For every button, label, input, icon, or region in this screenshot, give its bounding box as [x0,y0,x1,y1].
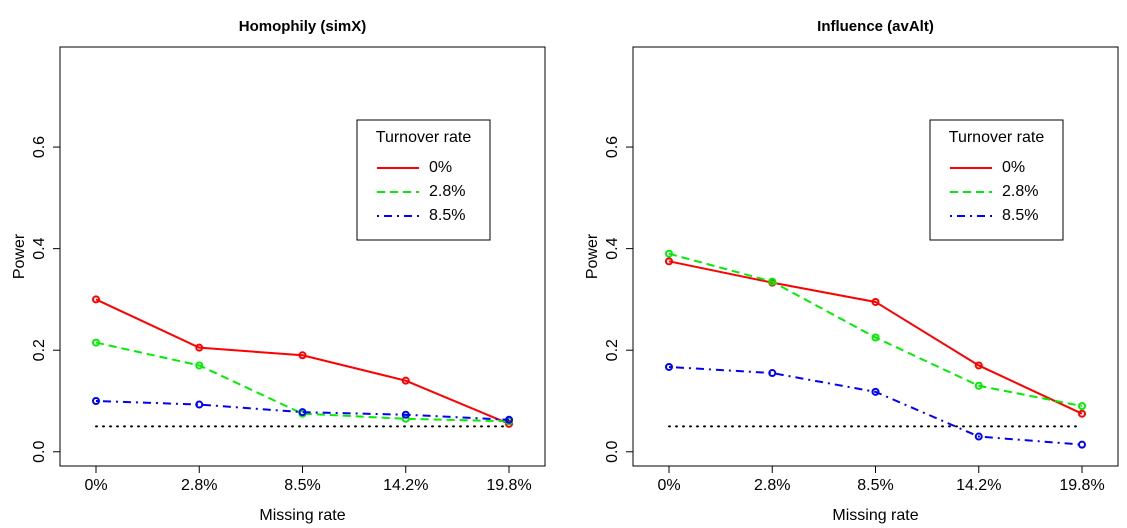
data-point [195,343,204,352]
series-line [668,365,1083,446]
x-tick-label: 0% [657,477,680,494]
y-tick-label: 0.0 [31,441,48,463]
plot-frame [59,46,546,467]
data-point [665,362,673,371]
data-point [768,369,777,378]
data-point [974,361,983,370]
series-line [95,298,510,425]
series-line [95,399,510,421]
legend-label: 2.8% [429,183,465,200]
data-point [195,361,204,370]
x-tick-label: 19.8% [486,477,531,494]
x-tick-label: 14.2% [383,477,428,494]
legend-title: Turnover rate [949,129,1045,146]
x-tick-label: 14.2% [956,477,1001,494]
legend-label: 8.5% [429,207,465,224]
data-point [92,338,100,347]
data-point [92,396,100,405]
x-tick-label: 0% [84,477,107,494]
x-axis-label: Missing rate [259,507,345,524]
data-point [1078,440,1086,449]
series-line [95,341,510,423]
x-tick-label: 8.5% [284,477,320,494]
y-tick-label: 0.4 [604,237,621,259]
y-tick-label: 0.2 [604,339,621,361]
data-point [768,277,777,286]
y-tick-label: 0.6 [31,136,48,158]
data-point [871,387,880,396]
legend-box [929,119,1064,241]
data-point [298,351,307,360]
y-tick-label: 0.0 [604,441,621,463]
data-point [871,297,880,306]
y-axis-label: Power [11,233,28,279]
data-point [505,415,513,424]
data-point [298,408,307,417]
data-point [1078,409,1086,418]
chart-title: Influence (avAlt) [817,18,934,35]
y-axis-label: Power [584,233,601,279]
x-tick-label: 19.8% [1059,477,1104,494]
x-axis-label: Missing rate [832,507,918,524]
data-point [665,249,673,258]
data-point [195,400,204,409]
data-point [92,295,100,304]
legend-title: Turnover rate [376,129,472,146]
x-tick-label: 2.8% [181,477,217,494]
legend-label: 8.5% [1002,207,1038,224]
data-point [401,410,410,419]
data-point [401,414,410,423]
data-point [974,432,983,441]
y-tick-label: 0.2 [31,339,48,361]
series-line [668,260,1083,415]
legend-label: 2.8% [1002,183,1038,200]
data-point [401,376,410,385]
data-point [974,381,983,390]
y-tick-label: 0.6 [604,136,621,158]
x-tick-label: 8.5% [857,477,893,494]
x-tick-label: 2.8% [754,477,790,494]
data-point [1078,402,1086,411]
data-point [665,257,673,266]
legend-label: 0% [429,159,452,176]
legend-label: 0% [1002,159,1025,176]
data-point [871,333,880,342]
y-tick-label: 0.4 [31,237,48,259]
plot-frame [632,46,1119,467]
legend-box [356,119,491,241]
series-line [668,252,1083,408]
chart-title: Homophily (simX) [239,18,367,35]
